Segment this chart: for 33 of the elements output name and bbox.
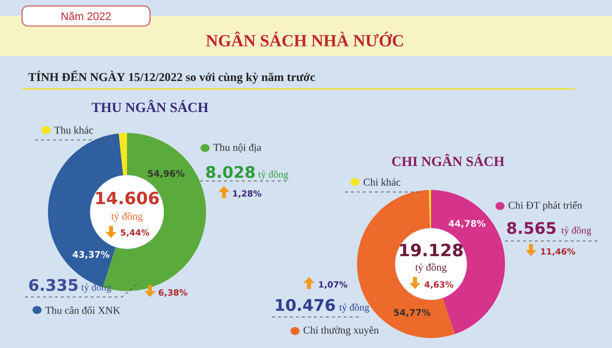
- legend-label: Chi khác: [364, 178, 400, 186]
- text: tỷ đồng: [81, 283, 112, 293]
- text: tỷ đồng: [258, 170, 288, 180]
- text: 11,46%: [541, 248, 576, 256]
- text: 8.028: [206, 166, 255, 178]
- text: 1,07%: [319, 281, 348, 289]
- text: 14.606: [96, 192, 159, 204]
- data-label: 44,78%: [448, 220, 486, 228]
- chart-title: THU NGÂN SÁCH: [92, 100, 208, 112]
- chart-title: CHI NGÂN SÁCH: [392, 154, 504, 166]
- text: 6,38%: [158, 289, 188, 297]
- legend-label: Chi ĐT phát triển: [508, 201, 582, 211]
- text: 1,28%: [233, 190, 262, 198]
- text: 5,44%: [120, 229, 150, 237]
- legend-label: Chi thường xuyên: [304, 326, 379, 336]
- data-label: 54,77%: [394, 309, 430, 317]
- data-label: 54,96%: [148, 170, 184, 178]
- text: tỷ đồng: [339, 303, 370, 313]
- text: tỷ đồng: [561, 226, 592, 236]
- text: 8.565: [507, 222, 556, 234]
- text: 6.335: [29, 278, 78, 292]
- text: NGÂN SÁCH NHÀ NƯỚC: [206, 32, 403, 46]
- legend-label: Thu nội địa: [213, 144, 262, 153]
- text: tỷ đồng: [111, 212, 143, 222]
- text: Năm 2022: [62, 12, 111, 20]
- text: 4,63%: [424, 281, 454, 289]
- text: 19.128: [400, 244, 463, 256]
- text: 10.476: [276, 298, 335, 312]
- legend-label: Thu khác: [54, 126, 94, 134]
- legend-label: Thu cân đối XNK: [45, 306, 120, 314]
- text: tỷ đồng: [415, 263, 447, 273]
- text: TÍNH ĐẾN NGÀY 15/12/2022 so với cùng kỳ năm trước: [28, 70, 315, 84]
- data-label: 43,37%: [72, 251, 110, 259]
